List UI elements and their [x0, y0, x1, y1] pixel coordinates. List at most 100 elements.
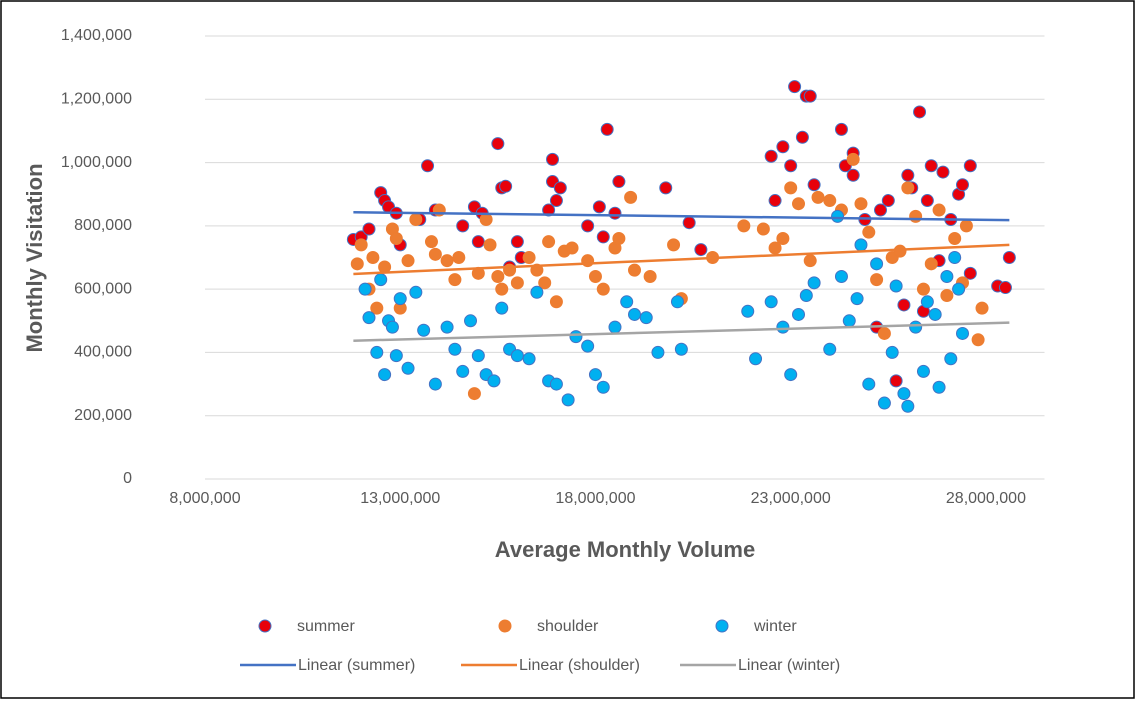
point [440, 320, 454, 334]
point [467, 387, 481, 401]
point [370, 301, 384, 315]
point [916, 364, 930, 378]
y-tick-label: 1,000,000 [61, 154, 132, 171]
trendline [353, 243, 1010, 276]
point [944, 352, 958, 366]
point [948, 232, 962, 246]
point [389, 349, 403, 363]
point [975, 301, 989, 315]
point [522, 352, 536, 366]
point [417, 323, 431, 337]
point [854, 238, 868, 252]
point [694, 243, 708, 257]
point [362, 311, 376, 325]
point [893, 244, 907, 258]
point [612, 175, 626, 189]
point [842, 314, 856, 328]
point [495, 282, 509, 296]
point [670, 295, 684, 309]
point [409, 285, 423, 299]
point [628, 263, 642, 277]
point [928, 307, 942, 321]
point [350, 257, 364, 271]
point [854, 197, 868, 211]
y-tick-label: 600,000 [74, 280, 132, 297]
point [920, 194, 934, 208]
point [553, 181, 567, 195]
legend-label: Linear (summer) [298, 657, 415, 674]
point [776, 140, 790, 154]
point [998, 281, 1012, 295]
point [897, 298, 911, 312]
point [862, 377, 876, 391]
y-tick-label: 1,400,000 [61, 27, 132, 44]
point [901, 181, 915, 195]
point [628, 307, 642, 321]
point [600, 122, 614, 136]
point [530, 285, 544, 299]
point [456, 364, 470, 378]
point [924, 257, 938, 271]
point [803, 89, 817, 103]
point [581, 219, 595, 233]
point [862, 225, 876, 239]
point [608, 206, 622, 220]
point [784, 368, 798, 382]
point [909, 320, 923, 334]
point [776, 320, 790, 334]
point [385, 320, 399, 334]
point [424, 235, 438, 249]
point [624, 190, 638, 204]
point [811, 190, 825, 204]
x-tick-label: 13,000,000 [360, 490, 440, 507]
point [940, 288, 954, 302]
x-tick-label: 28,000,000 [946, 490, 1026, 507]
point [1002, 251, 1016, 264]
point [409, 213, 423, 227]
point [643, 269, 657, 283]
point [358, 282, 372, 296]
point [549, 295, 563, 309]
point [401, 361, 415, 375]
point [874, 203, 888, 217]
point [596, 230, 610, 244]
point [565, 241, 579, 255]
point [948, 251, 962, 264]
point [569, 330, 583, 344]
point [401, 254, 415, 268]
point [440, 254, 454, 268]
point [870, 257, 884, 271]
point [510, 349, 524, 363]
point [737, 219, 751, 233]
x-tick-label: 8,000,000 [169, 490, 240, 507]
point [596, 380, 610, 394]
point [651, 345, 665, 359]
point [393, 292, 407, 306]
point [499, 179, 513, 193]
point [682, 216, 696, 230]
y-tick-label: 200,000 [74, 407, 132, 424]
point [487, 374, 501, 388]
point [881, 194, 895, 208]
point [596, 282, 610, 296]
point [471, 349, 485, 363]
point [870, 273, 884, 287]
point [932, 203, 946, 217]
point [823, 342, 837, 356]
point [952, 282, 966, 296]
point [510, 276, 524, 290]
legend-marker [715, 619, 729, 633]
x-tick-label: 23,000,000 [751, 490, 831, 507]
point [620, 295, 634, 309]
legend-label: shoulder [537, 618, 599, 635]
point [901, 168, 915, 182]
point [823, 194, 837, 208]
point [667, 238, 681, 252]
point [784, 159, 798, 173]
legend-marker [258, 619, 272, 633]
point [456, 219, 470, 233]
point [592, 200, 606, 214]
y-tick-label: 1,200,000 [61, 91, 132, 108]
point [639, 311, 653, 325]
point [963, 159, 977, 173]
